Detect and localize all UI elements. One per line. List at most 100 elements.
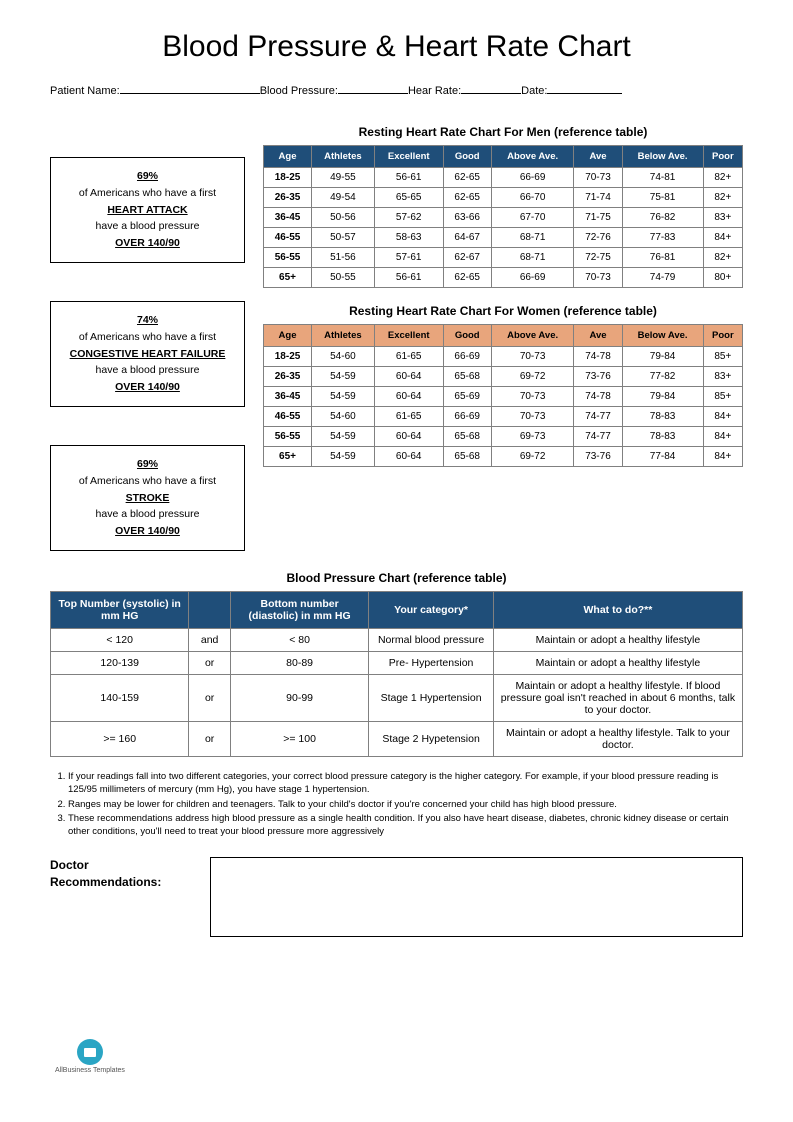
table-cell: < 80	[230, 628, 368, 651]
table-cell: 83+	[703, 208, 742, 228]
table-cell: Maintain or adopt a healthy lifestyle. T…	[493, 721, 742, 756]
footnote-item: If your readings fall into two different…	[68, 771, 743, 797]
table-row: 46-5554-6061-6566-6970-7374-7778-8384+	[264, 407, 743, 427]
table-header-cell: Your category*	[369, 591, 494, 628]
table-cell: 64-67	[443, 228, 491, 248]
table-cell: >= 160	[51, 721, 189, 756]
table-cell: 67-70	[491, 208, 574, 228]
table-cell: Stage 2 Hypetension	[369, 721, 494, 756]
table-cell: 120-139	[51, 651, 189, 674]
stat-bp: OVER 140/90	[115, 237, 180, 249]
logo-icon	[77, 1039, 103, 1065]
table-header-cell: Athletes	[312, 146, 375, 168]
table-header-cell	[189, 591, 231, 628]
table-header-cell: Excellent	[374, 325, 443, 347]
table-header-cell: Poor	[703, 146, 742, 168]
table-header-cell: Below Ave.	[622, 325, 703, 347]
table-cell: 70-73	[491, 407, 574, 427]
stat-box: 69%of Americans who have a firstSTROKEha…	[50, 445, 245, 551]
table-cell: 65+	[264, 447, 312, 467]
table-cell: 74-77	[574, 427, 622, 447]
table-row: 36-4550-5657-6263-6667-7071-7576-8283+	[264, 208, 743, 228]
table-cell: 77-84	[622, 447, 703, 467]
table-cell: 54-59	[312, 427, 375, 447]
table-cell: 18-25	[264, 347, 312, 367]
hr-women-title: Resting Heart Rate Chart For Women (refe…	[263, 304, 743, 318]
table-cell: or	[189, 651, 231, 674]
bp-input-line[interactable]	[338, 82, 408, 94]
table-cell: 54-60	[312, 347, 375, 367]
table-cell: Stage 1 Hypertension	[369, 674, 494, 721]
table-cell: 26-35	[264, 367, 312, 387]
table-cell: 79-84	[622, 347, 703, 367]
table-header-cell: Top Number (systolic) in mm HG	[51, 591, 189, 628]
stat-line: have a blood pressure	[96, 220, 200, 232]
table-cell: 57-62	[374, 208, 443, 228]
table-row: 26-3554-5960-6465-6869-7273-7677-8283+	[264, 367, 743, 387]
table-cell: 57-61	[374, 248, 443, 268]
table-cell: 82+	[703, 188, 742, 208]
table-cell: 84+	[703, 228, 742, 248]
table-cell: 80-89	[230, 651, 368, 674]
bp-label: Blood Pressure:	[260, 85, 338, 97]
date-input-line[interactable]	[547, 82, 622, 94]
table-cell: 70-73	[491, 347, 574, 367]
table-header-cell: What to do?**	[493, 591, 742, 628]
stat-line: have a blood pressure	[96, 364, 200, 376]
table-row: 65+54-5960-6465-6869-7273-7677-8484+	[264, 447, 743, 467]
table-cell: 56-55	[264, 427, 312, 447]
table-cell: 65+	[264, 268, 312, 288]
logo-text: AllBusiness Templates	[55, 1067, 125, 1074]
table-cell: 60-64	[374, 387, 443, 407]
table-cell: 73-76	[574, 367, 622, 387]
table-cell: 82+	[703, 168, 742, 188]
table-cell: 60-64	[374, 427, 443, 447]
table-cell: 65-69	[443, 387, 491, 407]
table-header-cell: Good	[443, 325, 491, 347]
patient-name-input-line[interactable]	[120, 82, 260, 94]
table-cell: 36-45	[264, 208, 312, 228]
table-cell: 73-76	[574, 447, 622, 467]
hr-men-title: Resting Heart Rate Chart For Men (refere…	[263, 125, 743, 139]
table-header-cell: Below Ave.	[622, 146, 703, 168]
table-cell: 74-77	[574, 407, 622, 427]
table-cell: Pre- Hypertension	[369, 651, 494, 674]
table-cell: 70-73	[574, 168, 622, 188]
table-cell: 76-82	[622, 208, 703, 228]
date-label: Date:	[521, 85, 547, 97]
recommendations-box[interactable]	[210, 857, 743, 937]
hr-input-line[interactable]	[461, 82, 521, 94]
table-cell: 83+	[703, 367, 742, 387]
table-cell: 36-45	[264, 387, 312, 407]
table-cell: 46-55	[264, 407, 312, 427]
table-cell: 63-66	[443, 208, 491, 228]
stat-line: of Americans who have a first	[79, 475, 216, 487]
stat-pct: 69%	[137, 170, 158, 182]
stat-box: 74%of Americans who have a firstCONGESTI…	[50, 301, 245, 407]
table-cell: Maintain or adopt a healthy lifestyle. I…	[493, 674, 742, 721]
table-cell: 74-81	[622, 168, 703, 188]
table-cell: 140-159	[51, 674, 189, 721]
table-cell: 56-55	[264, 248, 312, 268]
table-cell: 65-65	[374, 188, 443, 208]
table-cell: 70-73	[574, 268, 622, 288]
table-cell: 79-84	[622, 387, 703, 407]
table-cell: 50-56	[312, 208, 375, 228]
table-cell: 84+	[703, 427, 742, 447]
table-row: 140-159or90-99Stage 1 HypertensionMainta…	[51, 674, 743, 721]
table-cell: 49-55	[312, 168, 375, 188]
table-cell: 90-99	[230, 674, 368, 721]
table-cell: 65-68	[443, 367, 491, 387]
table-cell: 50-57	[312, 228, 375, 248]
table-cell: 46-55	[264, 228, 312, 248]
table-row: 18-2549-5556-6162-6566-6970-7374-8182+	[264, 168, 743, 188]
patient-form-row: Patient Name: Blood Pressure: Hear Rate:…	[50, 82, 743, 97]
table-header-cell: Ave	[574, 325, 622, 347]
table-cell: 54-60	[312, 407, 375, 427]
table-cell: 60-64	[374, 447, 443, 467]
hr-women-table: AgeAthletesExcellentGoodAbove Ave.AveBel…	[263, 324, 743, 467]
table-cell: 75-81	[622, 188, 703, 208]
stat-condition: HEART ATTACK	[107, 204, 187, 216]
hr-field: Hear Rate:	[408, 82, 521, 97]
table-cell: 66-70	[491, 188, 574, 208]
